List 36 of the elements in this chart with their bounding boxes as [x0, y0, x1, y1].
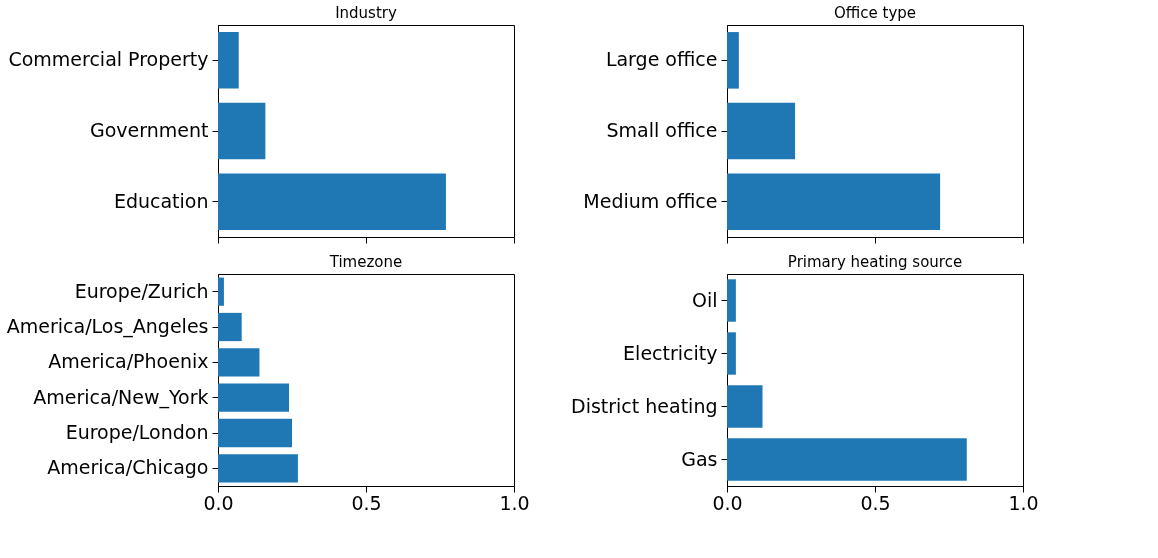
chart-title: Primary heating source [787, 253, 963, 271]
y-tick-label: Europe/Zurich [74, 279, 209, 302]
bar [218, 312, 242, 342]
y-tick-label: Medium office [583, 189, 718, 212]
bar [727, 438, 967, 481]
y-tick-label: District heating [571, 394, 718, 417]
bar [218, 454, 298, 483]
bar [727, 332, 736, 375]
y-tick-label: America/Phoenix [48, 350, 209, 373]
y-tick-label: Small office [606, 119, 718, 141]
bar [727, 279, 736, 322]
bar [218, 383, 290, 412]
y-tick-label: Gas [681, 447, 718, 470]
y-tick-label: Europe/London [65, 421, 209, 443]
y-tick-label: Electricity [623, 341, 718, 364]
y-tick-label: Oil [691, 288, 718, 311]
chart-title: Industry [335, 4, 397, 22]
chart-title: Timezone [328, 253, 403, 271]
y-tick-label: Commercial Property [8, 48, 209, 71]
y-tick-label: America/Chicago [47, 456, 209, 479]
bar [218, 418, 292, 448]
bar [727, 385, 763, 428]
x-tick-label: 1.0 [1008, 491, 1039, 514]
y-tick-label: America/Los_Angeles [6, 315, 209, 338]
y-tick-label: America/New_York [33, 385, 209, 409]
bar [218, 277, 224, 306]
x-tick-label: 0.5 [351, 491, 382, 514]
x-tick-label: 0.0 [712, 491, 743, 514]
x-tick-label: 1.0 [499, 491, 530, 514]
chart-title: Office type [833, 4, 917, 22]
y-tick-label: Education [113, 189, 209, 212]
x-tick-label: 0.5 [860, 491, 891, 514]
y-tick-label: Large office [605, 48, 718, 71]
bar [218, 348, 260, 377]
y-tick-label: Government [90, 119, 209, 141]
x-tick-label: 0.0 [203, 491, 234, 514]
